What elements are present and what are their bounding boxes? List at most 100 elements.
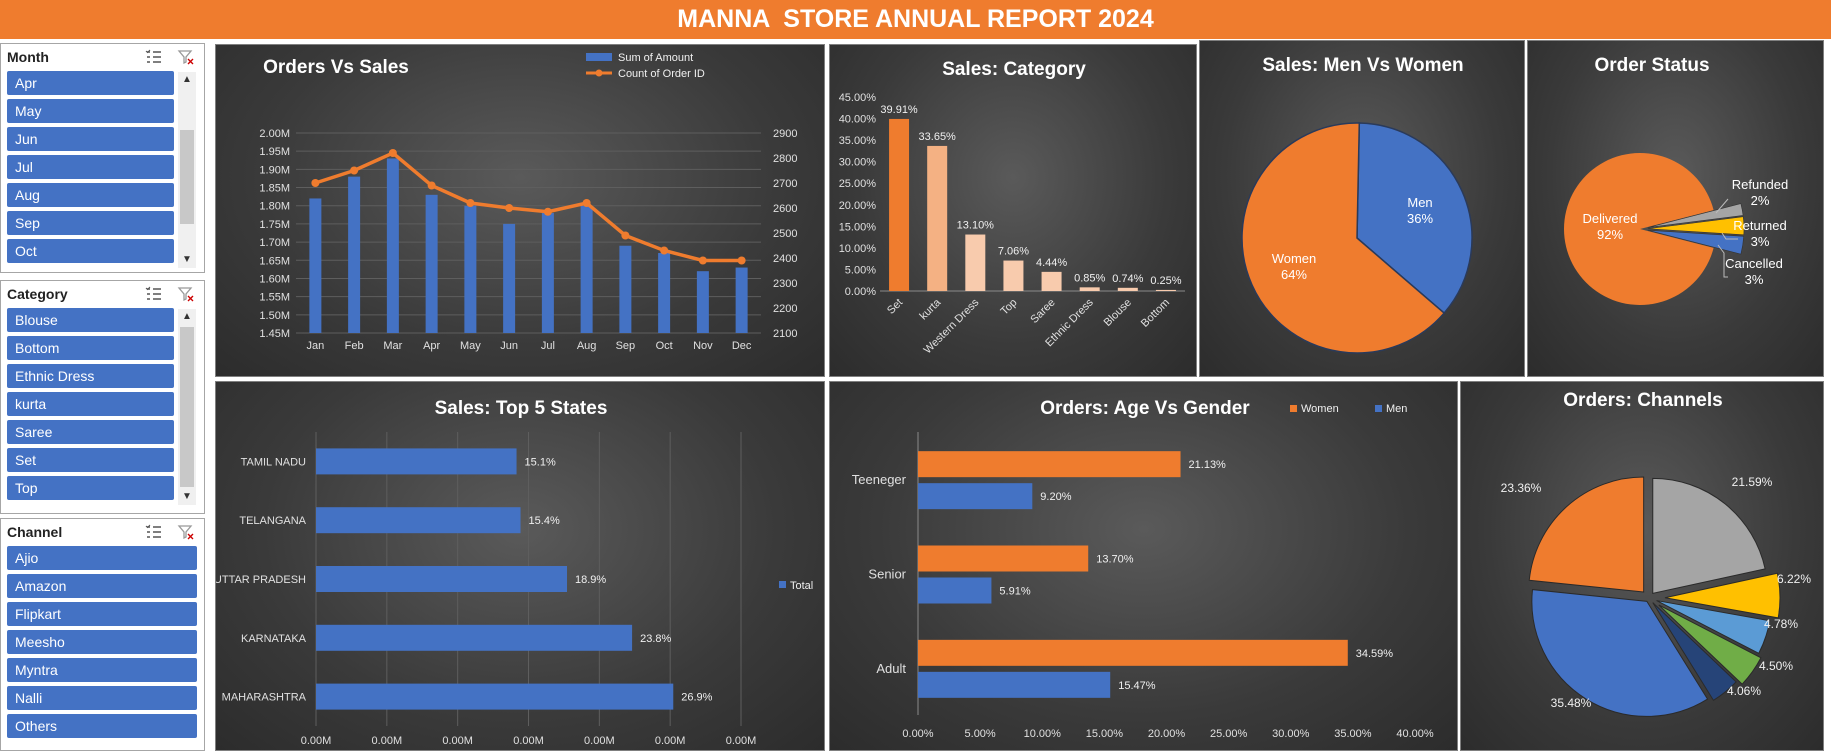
sales-bar: [309, 198, 322, 333]
chart-title: Order Status: [1594, 55, 1709, 76]
y-tick-right: 2900: [773, 128, 797, 140]
scroll-thumb: [180, 130, 194, 224]
slicer-item[interactable]: Flipkart: [7, 602, 197, 626]
slice-label: 2%: [1751, 193, 1770, 208]
x-tick: 20.00%: [1148, 728, 1186, 740]
x-tick: Sep: [616, 340, 636, 352]
chart-title: Sales: Category: [942, 59, 1086, 80]
slicer-item[interactable]: Sep: [7, 211, 174, 235]
slicer-item[interactable]: Jun: [7, 127, 174, 151]
y-tick-left: 2.00M: [259, 128, 290, 140]
x-tick: kurta: [918, 296, 944, 322]
scroll-up-icon: ▲: [182, 74, 192, 85]
slice-label: 21.59%: [1732, 475, 1773, 489]
multi-select-icon[interactable]: [145, 285, 163, 303]
age-gender-bar: [918, 545, 1089, 572]
slicer-item[interactable]: Top: [7, 476, 174, 500]
slice-name: Delivered: [1583, 211, 1638, 226]
clear-filter-icon[interactable]: [177, 285, 195, 303]
x-tick: 0.00M: [513, 735, 544, 747]
y-tick-left: 1.55M: [259, 292, 290, 304]
y-tick: MAHARASHTRA: [222, 692, 307, 704]
x-tick: Oct: [656, 340, 673, 352]
y-tick-left: 1.60M: [259, 273, 290, 285]
y-tick: 0.00%: [845, 286, 876, 298]
y-tick: Adult: [876, 661, 906, 676]
slicer-item[interactable]: Apr: [7, 71, 174, 95]
category-bar: [927, 145, 948, 291]
pie-slice: [1241, 122, 1446, 354]
men-vs-women-panel: Sales: Men Vs Women Men 36% Women 64%: [1199, 40, 1525, 377]
x-tick: May: [460, 340, 481, 352]
data-label: 13.10%: [957, 220, 995, 232]
slicer-item[interactable]: Blouse: [7, 308, 174, 332]
slicer-item[interactable]: Amazon: [7, 574, 197, 598]
x-tick: Jun: [500, 340, 518, 352]
x-tick: 0.00M: [442, 735, 473, 747]
slicer-item[interactable]: Myntra: [7, 658, 197, 682]
data-label: 9.20%: [1040, 491, 1071, 503]
slicer-item[interactable]: Meesho: [7, 630, 197, 654]
y-tick-right: 2600: [773, 203, 797, 215]
slicer-item[interactable]: Saree: [7, 420, 174, 444]
data-label: 15.47%: [1118, 680, 1156, 692]
y-tick: 5.00%: [845, 264, 876, 276]
x-tick: Apr: [423, 340, 440, 352]
state-bar: [316, 566, 568, 592]
chart-title: Orders: Age Vs Gender: [1040, 398, 1250, 419]
slicer-item[interactable]: Others: [7, 714, 197, 738]
scroll-thumb: [180, 327, 194, 487]
orders-point: [350, 166, 359, 175]
multi-select-icon[interactable]: [145, 523, 163, 541]
clear-filter-icon[interactable]: [177, 48, 195, 66]
slicer-item[interactable]: Bottom: [7, 336, 174, 360]
y-tick: TAMIL NADU: [241, 456, 306, 468]
sales-bar: [464, 205, 477, 333]
state-bar: [316, 624, 633, 651]
multi-select-icon[interactable]: [145, 48, 163, 66]
pie-slice: [1652, 477, 1766, 594]
clear-filter-icon[interactable]: [177, 523, 195, 541]
chart-title: Orders Vs Sales: [263, 57, 409, 78]
x-tick: 0.00M: [726, 735, 757, 747]
x-tick: 5.00%: [965, 728, 996, 740]
legend-swatch: [779, 581, 786, 588]
orders-point: [388, 149, 397, 157]
data-label: 7.06%: [998, 246, 1029, 258]
x-tick: 30.00%: [1272, 728, 1310, 740]
y-tick: 40.00%: [839, 114, 877, 126]
x-tick: 35.00%: [1334, 728, 1372, 740]
slicer-scrollbar[interactable]: ▲ ▼: [178, 72, 196, 268]
slicer-item[interactable]: Aug: [7, 183, 174, 207]
slicer-item[interactable]: kurta: [7, 392, 174, 416]
data-label: 26.9%: [681, 692, 712, 704]
slicer-item[interactable]: Ajio: [7, 546, 197, 570]
slicer-item[interactable]: Oct: [7, 239, 174, 263]
data-label: 15.4%: [529, 515, 560, 527]
slicer-item[interactable]: Set: [7, 448, 174, 472]
x-tick: 25.00%: [1210, 728, 1248, 740]
leader-line: [1721, 232, 1738, 240]
slicer-scrollbar[interactable]: ▲ ▼: [178, 309, 196, 505]
category-bar: [1003, 260, 1024, 291]
orders-point: [505, 204, 514, 212]
slice-label: 4.06%: [1727, 684, 1761, 698]
legend-entry: Men: [1386, 403, 1407, 415]
y-tick: 20.00%: [839, 200, 877, 212]
slice-name: Women: [1272, 251, 1317, 266]
slice-label: 3%: [1745, 272, 1764, 287]
data-label: 5.91%: [999, 586, 1030, 598]
x-tick: Jul: [541, 340, 555, 352]
slicer-item[interactable]: May: [7, 99, 174, 123]
y-tick: KARNATAKA: [241, 633, 307, 645]
slicer-item[interactable]: Nalli: [7, 686, 197, 710]
data-label: 0.85%: [1074, 272, 1105, 284]
x-tick: Blouse: [1102, 297, 1134, 329]
slicer-item[interactable]: Jul: [7, 155, 174, 179]
slicer-item[interactable]: Ethnic Dress: [7, 364, 174, 388]
legend-swatch-amount: [586, 53, 612, 61]
x-tick: Saree: [1028, 297, 1057, 326]
data-label: 18.9%: [575, 574, 606, 586]
y-tick: 45.00%: [839, 92, 877, 104]
age-gender-bar: [918, 483, 1033, 510]
